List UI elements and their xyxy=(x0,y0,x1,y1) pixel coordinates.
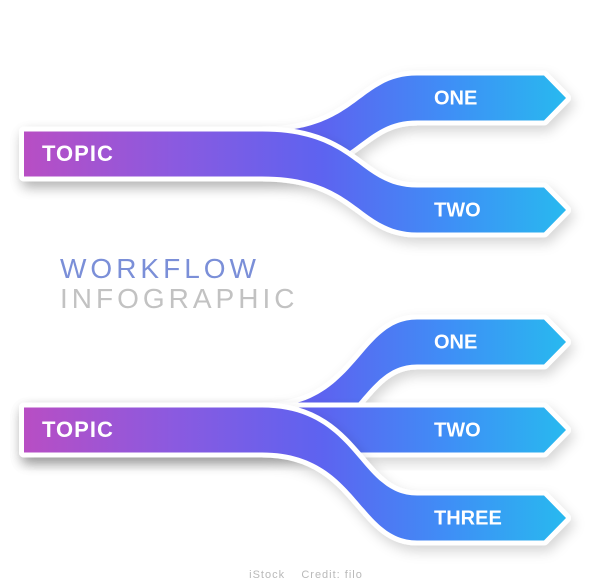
watermark-brand: iStock xyxy=(249,569,285,581)
diagram-b-branch-label-1: TWO xyxy=(434,419,481,441)
diagram-a-branch-label-0: ONE xyxy=(434,87,477,109)
title: WORKFLOW INFOGRAPHIC xyxy=(60,254,298,314)
watermark: iStock Credit: filo xyxy=(249,569,363,581)
diagram-a-topic-label: TOPIC xyxy=(42,141,114,166)
diagram-b-topic-label: TOPIC xyxy=(42,417,114,442)
diagram-b-branch-label-0: ONE xyxy=(434,331,477,353)
title-line-1: WORKFLOW xyxy=(60,254,298,284)
infographic-canvas: ONE TWO TOPIC ONE TWO THREE TOPIC WORKFLOW INF… xyxy=(0,0,612,587)
watermark-credit: Credit: filo xyxy=(301,569,363,581)
diagram-b-branch-label-2: THREE xyxy=(434,507,502,529)
title-line-2: INFOGRAPHIC xyxy=(60,284,298,314)
diagram-a-branch-label-1: TWO xyxy=(434,199,481,221)
